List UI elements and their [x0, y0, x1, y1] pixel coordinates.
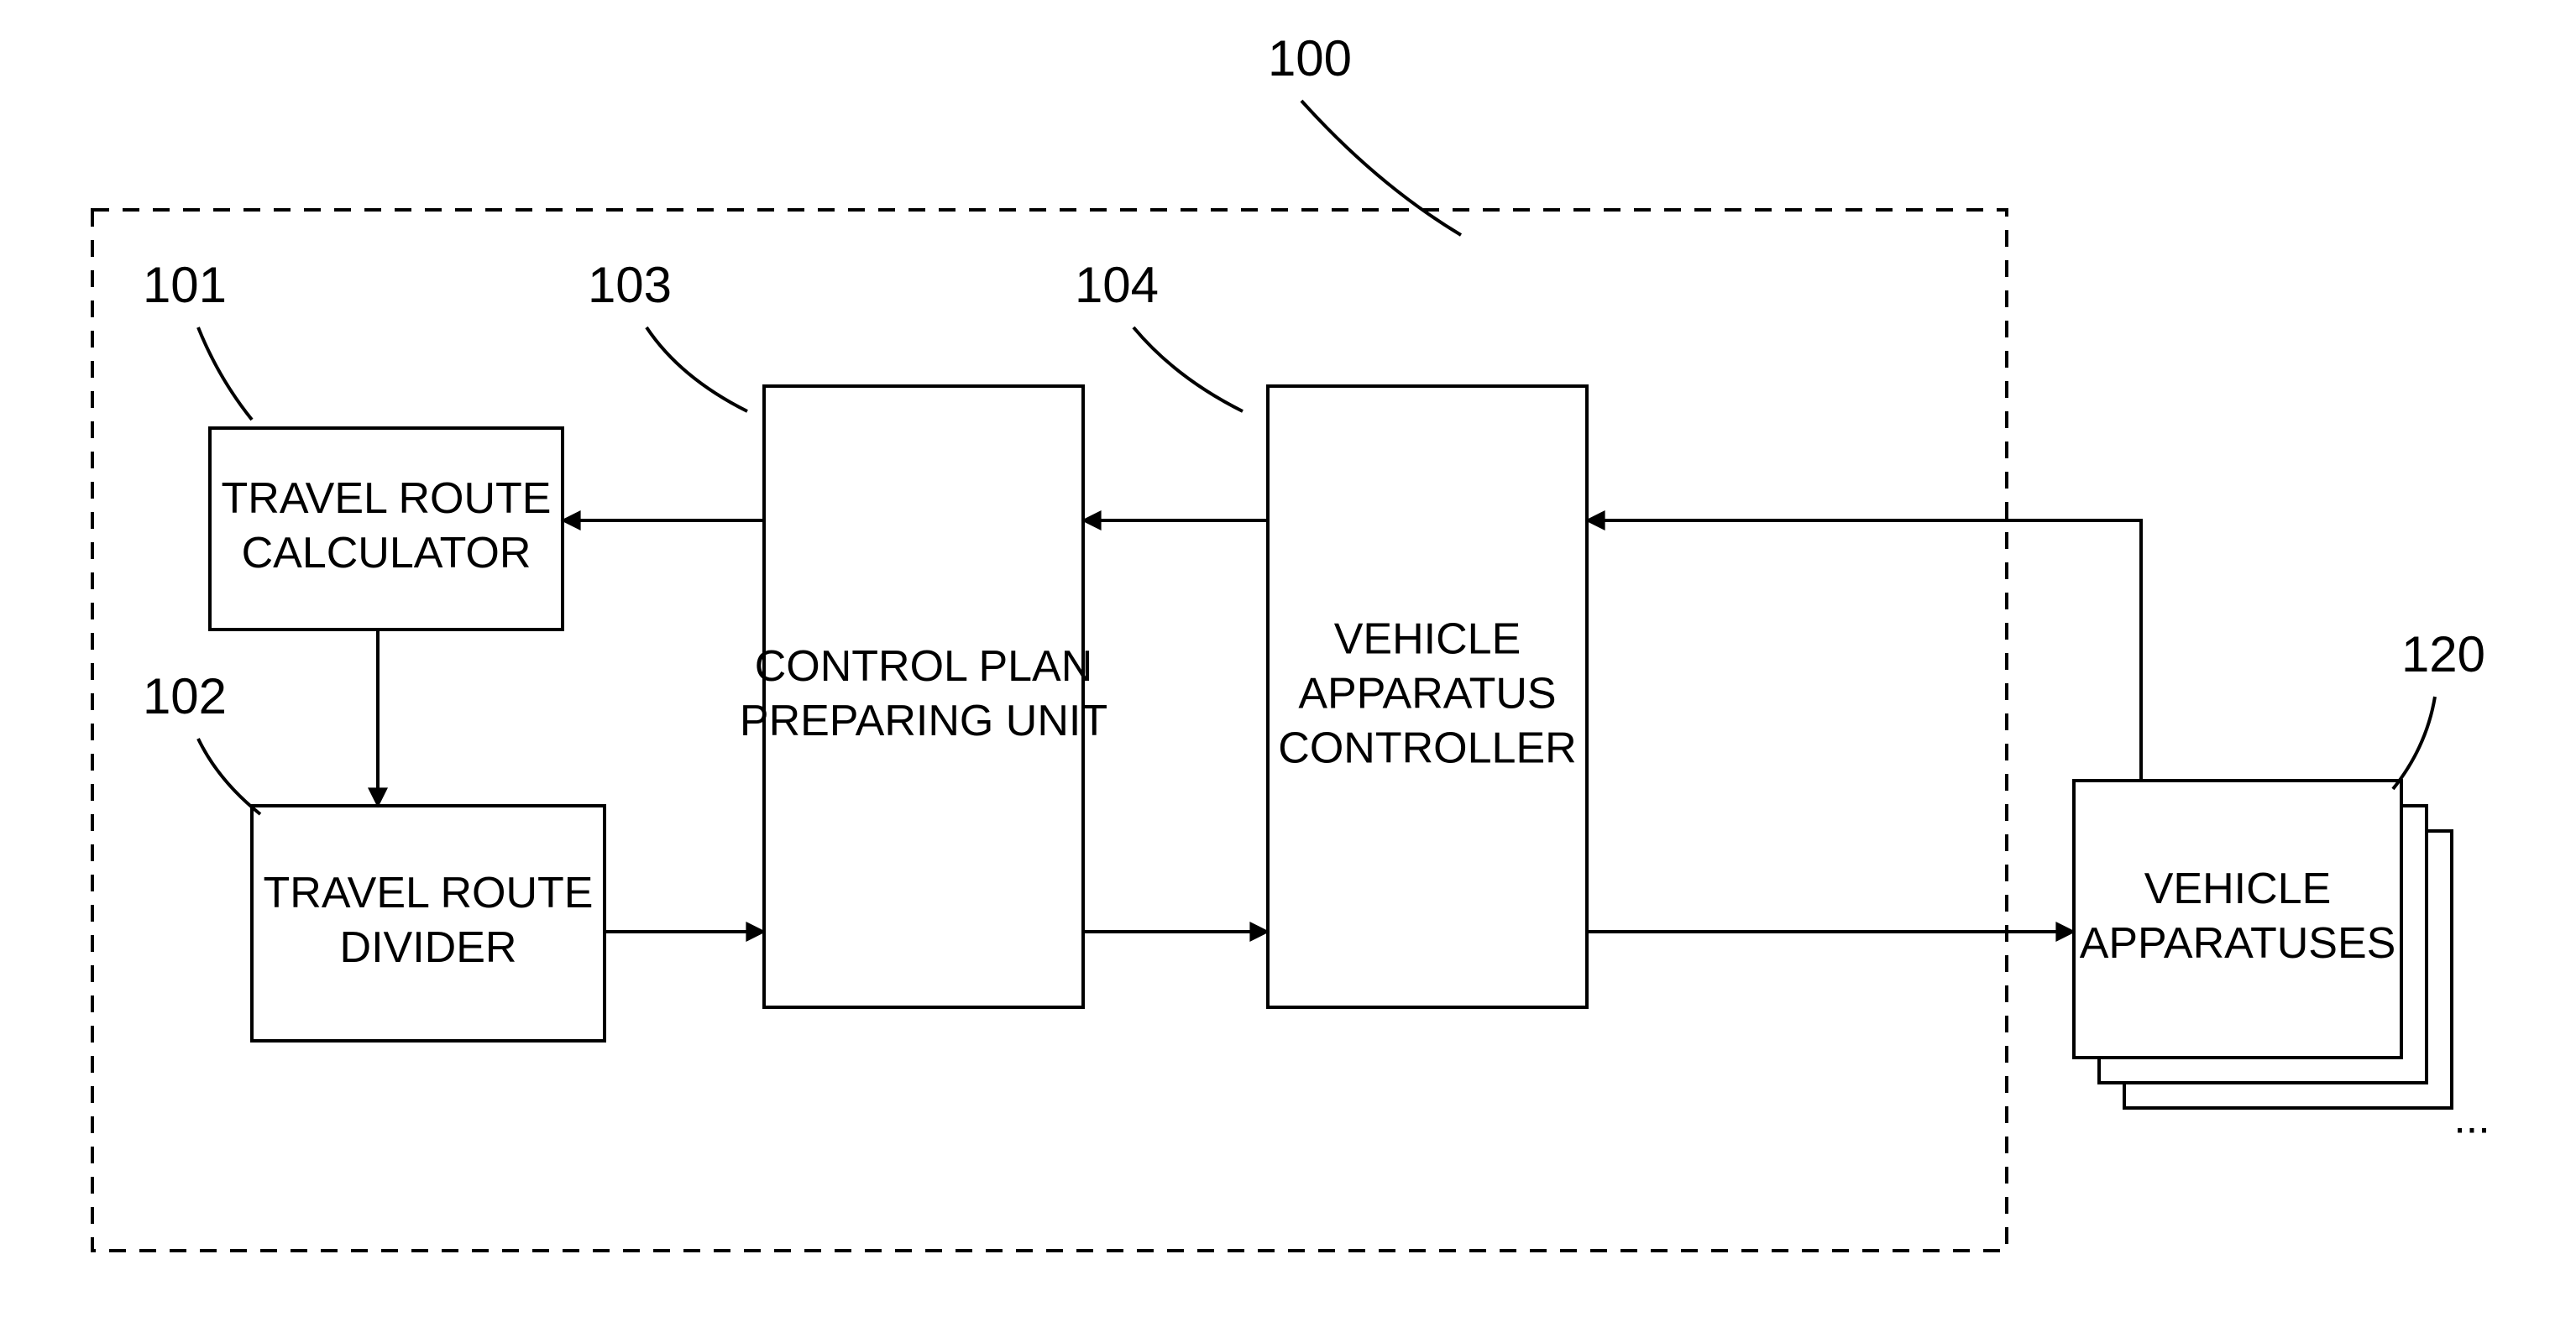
block-101-label-line-1: CALCULATOR	[242, 529, 531, 577]
block-103-label-line-0: CONTROL PLAN	[755, 642, 1093, 691]
block-103: CONTROL PLAN PREPARING UNIT	[740, 386, 1107, 1007]
block-103-label-line-1: PREPARING UNIT	[740, 697, 1107, 745]
block-101: TRAVEL ROUTE CALCULATOR	[210, 428, 563, 630]
block-120: VEHICLE APPARATUSES...	[2074, 781, 2490, 1143]
leader-120	[2393, 697, 2435, 789]
block-120-ellipsis: ...	[2453, 1095, 2490, 1143]
leader-100	[1301, 101, 1461, 235]
block-120-label-line-1: APPARATUSES	[2080, 919, 2396, 968]
block-104-label-line-1: APPARATUS	[1298, 670, 1556, 719]
leader-104	[1134, 327, 1243, 411]
block-120-label-line-0: VEHICLE	[2144, 865, 2332, 913]
leader-102	[198, 739, 260, 814]
block-102: TRAVEL ROUTE DIVIDER	[252, 806, 605, 1041]
ref-label-120: 120	[2401, 626, 2485, 682]
leader-103	[647, 327, 747, 411]
block-104-label-line-2: CONTROLLER	[1278, 724, 1576, 773]
block-104: VEHICLE APPARATUS CONTROLLER	[1268, 386, 1587, 1007]
ref-label-102: 102	[143, 668, 227, 724]
leader-101	[198, 327, 252, 420]
ref-label-104: 104	[1075, 257, 1159, 313]
ref-label-101: 101	[143, 257, 227, 313]
block-101-label-line-0: TRAVEL ROUTE	[222, 474, 552, 523]
ref-label-100: 100	[1268, 30, 1352, 86]
block-102-label-line-1: DIVIDER	[340, 923, 517, 972]
arrow-b120-to-b104	[1587, 520, 2141, 781]
block-104-label-line-0: VEHICLE	[1334, 615, 1521, 664]
ref-label-103: 103	[588, 257, 672, 313]
block-102-label-line-0: TRAVEL ROUTE	[264, 869, 594, 917]
